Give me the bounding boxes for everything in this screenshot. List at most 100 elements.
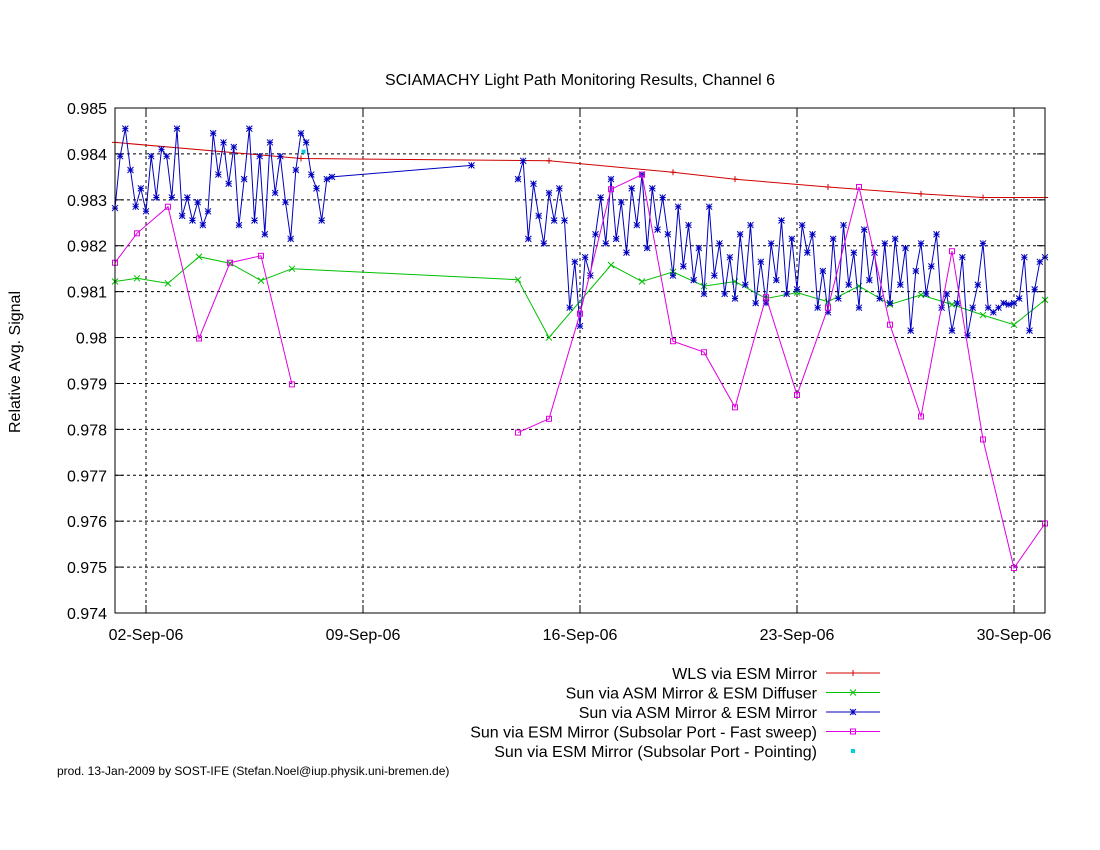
- data-point: [617, 198, 625, 206]
- data-point: [199, 221, 207, 229]
- data-point: [778, 217, 785, 224]
- data-point: [251, 217, 258, 224]
- data-point: [887, 321, 893, 328]
- data-point: [980, 436, 986, 443]
- plot-series: [111, 125, 1049, 572]
- data-point: [803, 249, 811, 256]
- chart-title: SCIAMACHY Light Path Monitoring Results,…: [385, 72, 775, 89]
- data-point: [809, 230, 816, 238]
- data-point: [133, 230, 140, 237]
- y-tick-label: 0.976: [67, 514, 107, 531]
- data-point: [669, 272, 677, 279]
- y-tick-label: 0.982: [67, 239, 107, 256]
- data-point: [788, 235, 796, 243]
- data-point: [287, 235, 295, 243]
- data-point: [137, 184, 145, 192]
- data-point: [969, 304, 977, 312]
- data-point: [602, 240, 610, 247]
- data-point: [592, 230, 599, 238]
- data-point: [214, 171, 222, 178]
- data-point: [886, 299, 894, 307]
- data-point: [834, 295, 842, 302]
- data-point: [732, 176, 738, 183]
- data-point: [772, 276, 780, 284]
- data-point: [979, 240, 987, 247]
- data-point: [261, 230, 269, 238]
- data-point: [865, 276, 873, 284]
- data-point: [628, 184, 636, 192]
- data-point: [695, 244, 703, 252]
- data-point: [571, 258, 579, 266]
- data-point: [318, 217, 326, 224]
- data-point: [257, 252, 264, 259]
- x-tick-label: 09-Sep-06: [326, 627, 401, 644]
- data-point: [659, 194, 667, 201]
- data-point: [586, 272, 594, 279]
- data-point: [220, 139, 227, 146]
- data-point: [984, 304, 992, 312]
- data-point: [225, 180, 233, 188]
- data-point: [639, 171, 645, 178]
- data-point: [825, 183, 831, 190]
- legend-marker: [850, 670, 856, 676]
- data-point: [860, 226, 868, 234]
- data-point: [855, 304, 863, 312]
- data-point: [158, 145, 165, 153]
- data-point: [1011, 565, 1017, 572]
- data-point: [943, 290, 951, 298]
- data-point: [793, 285, 801, 293]
- data-point: [918, 190, 924, 197]
- data-point: [850, 249, 858, 256]
- y-tick-label: 0.977: [67, 468, 107, 485]
- data-point: [132, 203, 140, 211]
- data-point: [524, 235, 532, 243]
- data-point: [679, 263, 687, 270]
- data-point: [741, 281, 749, 289]
- legend-label: Sun via ESM Mirror (Subsolar Port - Fast…: [470, 725, 817, 742]
- data-point: [271, 189, 279, 197]
- data-point: [256, 152, 264, 160]
- data-point: [736, 230, 744, 238]
- data-point: [793, 289, 801, 296]
- data-point: [546, 157, 552, 164]
- data-point: [298, 155, 304, 162]
- y-tick-label: 0.985: [67, 101, 107, 118]
- data-point: [468, 162, 475, 169]
- data-point: [540, 240, 548, 247]
- y-tick-label: 0.983: [67, 193, 107, 210]
- legend-marker: [849, 689, 857, 696]
- series-4-line: [114, 205, 293, 385]
- data-point: [183, 194, 191, 201]
- data-point: [235, 221, 243, 229]
- data-point: [612, 235, 620, 243]
- data-point: [685, 221, 692, 229]
- x-tick-label: 02-Sep-06: [109, 627, 184, 644]
- data-point: [710, 272, 718, 279]
- data-point: [948, 327, 956, 335]
- data-point: [716, 240, 723, 247]
- data-point: [328, 173, 336, 181]
- data-point: [674, 203, 682, 211]
- y-tick-label: 0.974: [67, 606, 107, 623]
- series-3: [111, 125, 1049, 339]
- data-point: [282, 198, 289, 206]
- legend-marker: [849, 708, 857, 716]
- data-point: [912, 267, 920, 275]
- data-point: [964, 331, 971, 339]
- data-point: [1026, 327, 1033, 335]
- legend-label: Sun via ASM Mirror & ESM Mirror: [579, 705, 818, 722]
- data-point: [876, 295, 884, 302]
- data-point: [783, 290, 791, 298]
- data-point: [178, 212, 186, 220]
- data-point: [195, 253, 203, 261]
- data-point: [127, 166, 134, 174]
- data-point: [292, 166, 300, 174]
- data-point: [276, 152, 284, 160]
- y-tick-label: 0.984: [67, 147, 107, 164]
- production-footer: prod. 13-Jan-2009 by SOST-IFE (Stefan.No…: [57, 764, 450, 778]
- data-point: [670, 169, 676, 176]
- data-point: [819, 267, 827, 275]
- data-point: [989, 308, 997, 316]
- data-point: [288, 381, 295, 388]
